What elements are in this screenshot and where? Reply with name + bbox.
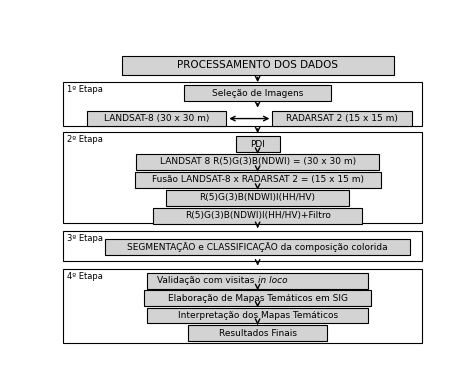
Bar (63, 132, 422, 223)
Text: R(5)G(3)B(NDWI)I(HH/HV): R(5)G(3)B(NDWI)I(HH/HV) (200, 193, 316, 202)
Text: Validação com visitas: Validação com visitas (157, 277, 258, 286)
Bar (153, 208, 362, 224)
Bar (105, 239, 410, 254)
Text: LANDSAT 8 R(5)G(3)B(NDWI) = (30 x 30 m): LANDSAT 8 R(5)G(3)B(NDWI) = (30 x 30 m) (160, 158, 356, 166)
Bar (122, 56, 393, 75)
Text: PROCESSAMENTO DOS DADOS: PROCESSAMENTO DOS DADOS (177, 60, 338, 70)
Bar (184, 85, 331, 101)
Text: 4º Etapa: 4º Etapa (67, 272, 103, 281)
Text: Elaboração de Mapas Temáticos em SIG: Elaboração de Mapas Temáticos em SIG (168, 294, 347, 303)
Text: Fusão LANDSAT-8 x RADARSAT 2 = (15 x 15 m): Fusão LANDSAT-8 x RADARSAT 2 = (15 x 15 … (152, 175, 364, 184)
Bar (188, 325, 328, 341)
Text: SEGMENTAÇÃO e CLASSIFICAÇÃO da composição colorida: SEGMENTAÇÃO e CLASSIFICAÇÃO da composiçã… (128, 242, 388, 252)
Bar (144, 291, 372, 306)
Text: Interpretação dos Mapas Temáticos: Interpretação dos Mapas Temáticos (178, 311, 337, 320)
Text: 3º Etapa: 3º Etapa (67, 235, 103, 244)
Text: PDI: PDI (250, 140, 265, 149)
Text: 2º Etapa: 2º Etapa (67, 135, 103, 144)
Bar (135, 172, 381, 188)
Bar (147, 273, 368, 289)
Bar (63, 269, 422, 343)
Text: 1º Etapa: 1º Etapa (67, 85, 103, 94)
Text: Resultados Finais: Resultados Finais (219, 329, 297, 338)
Bar (63, 82, 422, 126)
Bar (137, 154, 379, 170)
Text: in loco: in loco (258, 277, 287, 286)
Text: RADARSAT 2 (15 x 15 m): RADARSAT 2 (15 x 15 m) (286, 114, 398, 123)
Bar (87, 111, 227, 126)
Bar (236, 136, 280, 152)
Bar (272, 111, 412, 126)
Text: R(5)G(3)B(NDWI)I(HH/HV)+Filtro: R(5)G(3)B(NDWI)I(HH/HV)+Filtro (185, 211, 330, 221)
Bar (63, 231, 422, 261)
Bar (166, 190, 349, 206)
Text: LANDSAT-8 (30 x 30 m): LANDSAT-8 (30 x 30 m) (104, 114, 210, 123)
Bar (147, 308, 368, 323)
Text: Seleção de Imagens: Seleção de Imagens (212, 89, 303, 98)
